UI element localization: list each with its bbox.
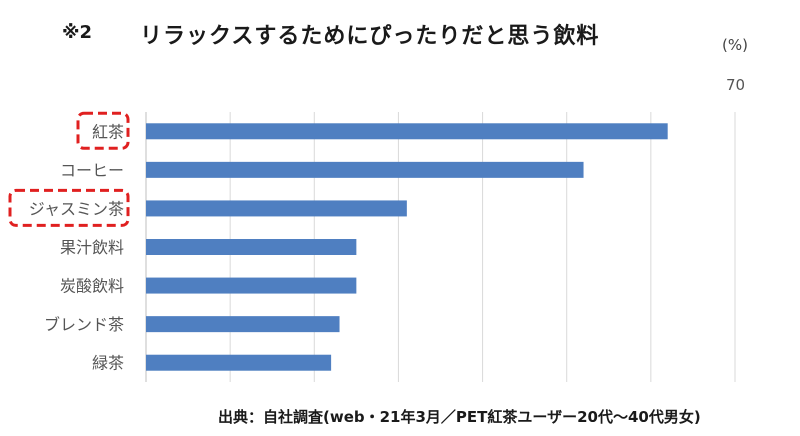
category-label: コーヒー (60, 161, 124, 180)
bar-1 (146, 123, 668, 140)
highlight-box (76, 111, 130, 150)
category-label: 緑茶 (92, 354, 124, 373)
category-label: ジャスミン茶 (29, 199, 124, 218)
highlight-box (8, 188, 130, 227)
chart-title: リラックスするためにぴったりだと思う飲料 (140, 24, 600, 49)
category-label: 紅茶 (92, 122, 124, 141)
bar-2 (146, 161, 584, 178)
category-label: 果汁飲料 (60, 238, 124, 257)
category-label: 炭酸飲料 (60, 277, 124, 296)
bar-7 (146, 354, 332, 371)
source-note: 出典：自社調査(web・21年3月／PET紅茶ユーザー20代～40代男女) (218, 408, 701, 426)
bar-6 (146, 316, 340, 333)
unit-label: (%) (722, 36, 748, 54)
category-label: ブレンド茶 (44, 315, 124, 334)
footnote-mark: ※2 (62, 22, 93, 43)
bar-4 (146, 239, 357, 255)
axis-max-label: 70 (726, 76, 746, 94)
bar-3 (146, 200, 407, 217)
bar-5 (146, 277, 357, 294)
